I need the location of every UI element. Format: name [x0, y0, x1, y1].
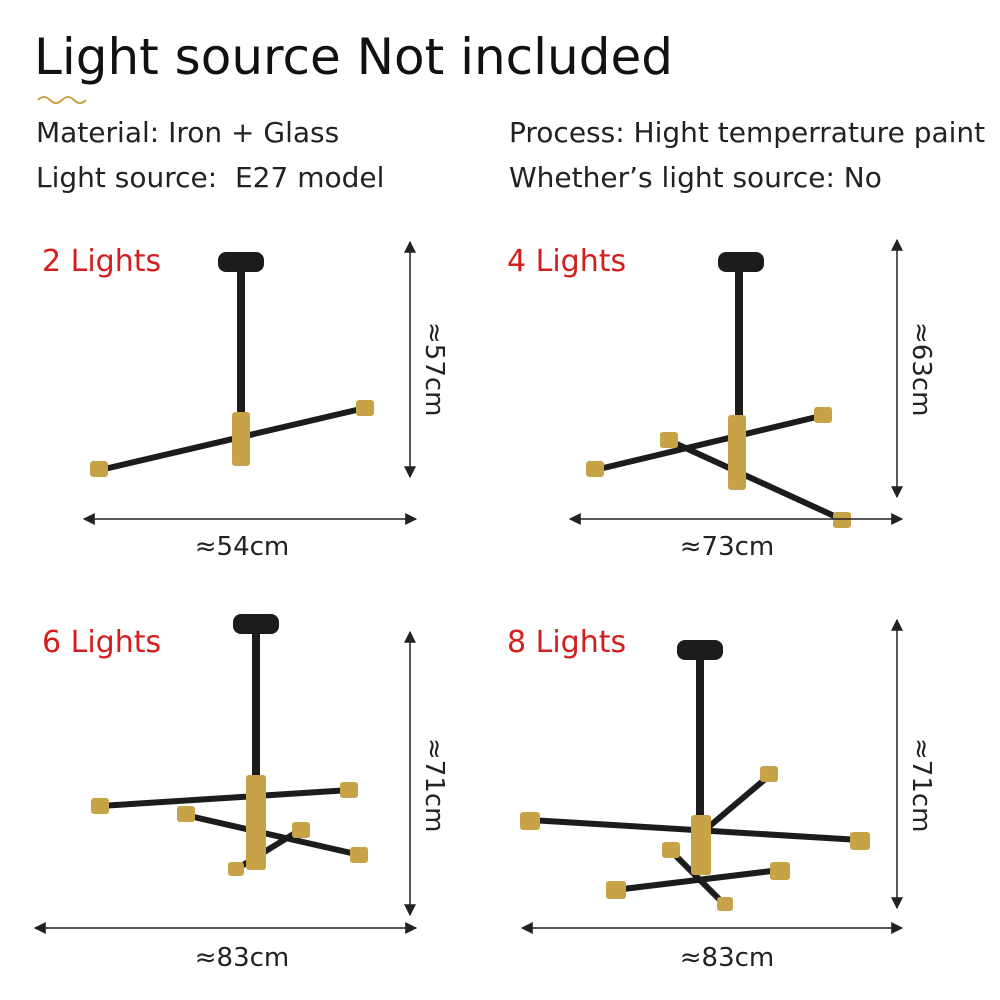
lamp-8 [520, 640, 870, 911]
title: Light source Not included [34, 28, 673, 86]
spec: Process: Hight temperrature paint [509, 116, 985, 149]
height-label: ≈57cm [419, 322, 449, 417]
width-label: ≈83cm [680, 943, 775, 973]
squiggle [37, 96, 87, 104]
spec: Light source: E27 model [36, 161, 384, 194]
spec: Material: Iron + Glass [36, 116, 339, 149]
height-label: ≈71cm [419, 738, 449, 833]
spec: Whether’s light source: No [509, 161, 882, 194]
lamp-6 [91, 614, 368, 876]
panel-label: 4 Lights [507, 244, 626, 279]
panel-label: 8 Lights [507, 625, 626, 660]
width-label: ≈54cm [195, 532, 290, 562]
height-label: ≈63cm [906, 322, 936, 417]
panel-label: 2 Lights [42, 244, 161, 279]
width-label: ≈73cm [680, 532, 775, 562]
width-label: ≈83cm [195, 943, 290, 973]
height-label: ≈71cm [906, 738, 936, 833]
panel-label: 6 Lights [42, 625, 161, 660]
lamp-2 [90, 252, 374, 477]
lamp-4 [586, 252, 851, 528]
